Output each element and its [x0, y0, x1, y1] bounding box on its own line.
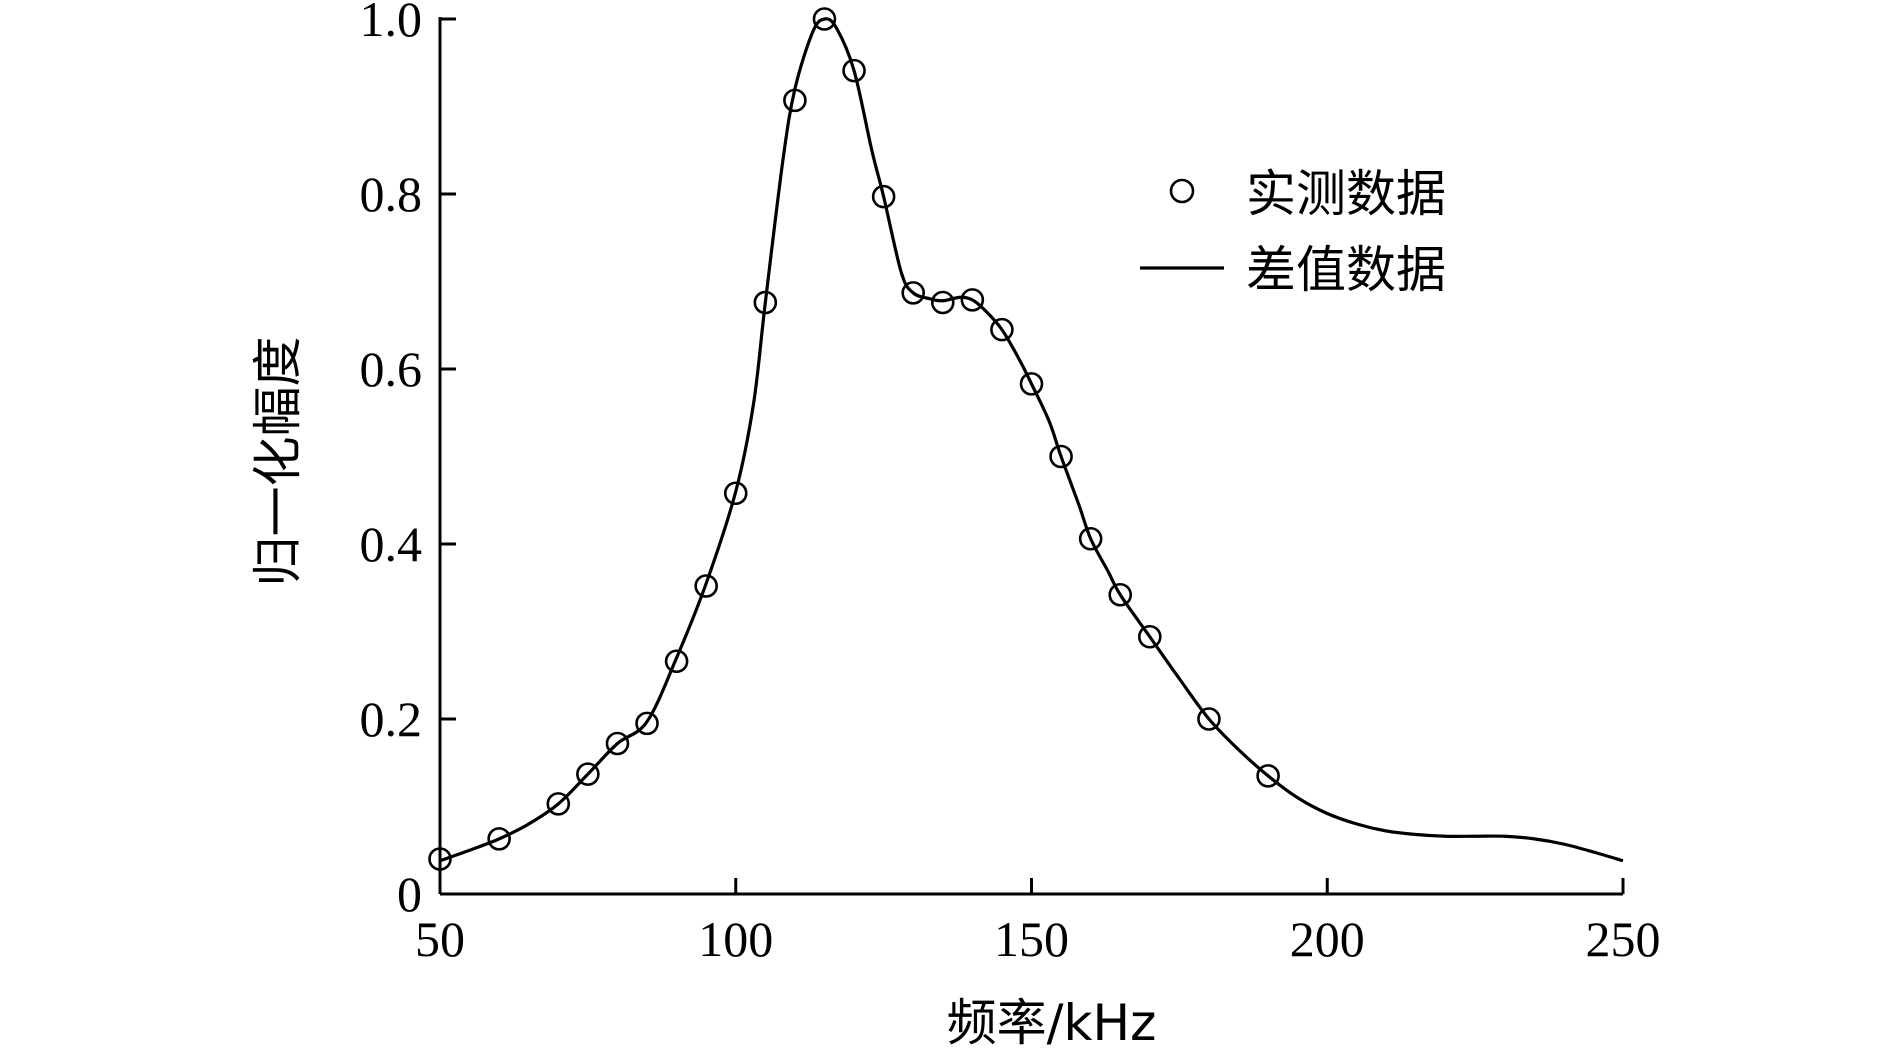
- interpolated-series: [439, 17, 1624, 863]
- data-point: [635, 711, 659, 736]
- data-point: [960, 288, 985, 312]
- data-point: [783, 88, 807, 113]
- x-axis-title: 频率/kHz: [947, 994, 1157, 1052]
- data-point: [871, 184, 896, 209]
- y-tick-label: 0.8: [360, 166, 423, 222]
- data-point: [753, 290, 778, 315]
- data-point: [1256, 764, 1280, 788]
- y-tick-label: 1.0: [360, 0, 423, 47]
- y-tick-label: 0.2: [360, 691, 423, 747]
- y-tick-label: 0: [397, 866, 422, 922]
- data-point: [723, 481, 748, 506]
- data-point: [487, 827, 511, 851]
- data-point: [812, 7, 837, 31]
- interpolated-line: [439, 17, 1624, 863]
- data-point: [664, 649, 689, 674]
- data-point: [428, 847, 452, 871]
- data-point: [1019, 372, 1044, 396]
- data-point: [694, 574, 718, 598]
- data-point: [1078, 526, 1103, 551]
- y-tick-label: 0.4: [360, 516, 423, 572]
- data-point: [546, 792, 571, 816]
- data-point: [842, 58, 866, 83]
- legend-marker-measured: [1169, 178, 1195, 204]
- x-tick-label: 250: [1586, 911, 1661, 967]
- legend-label-measured: 实测数据: [1246, 165, 1446, 223]
- y-axis-title: 归一化幅度: [249, 337, 307, 587]
- x-tick-label: 100: [698, 911, 773, 967]
- chart-axes: 50 100 150 200 250 0 0.2 0.4 0.6 0.8 1.0: [360, 0, 1661, 967]
- x-tick-label: 150: [994, 911, 1069, 967]
- data-point: [990, 317, 1014, 342]
- measured-series: [428, 7, 1280, 871]
- data-point: [576, 762, 600, 786]
- data-point: [1049, 444, 1073, 469]
- data-point: [930, 290, 955, 315]
- data-point: [1197, 707, 1221, 731]
- x-tick-label: 50: [415, 911, 465, 967]
- x-tick-label: 200: [1290, 911, 1365, 967]
- data-point: [1138, 624, 1162, 649]
- data-point: [605, 731, 630, 756]
- y-tick-label: 0.6: [360, 341, 423, 397]
- data-point: [901, 281, 926, 305]
- legend-label-interpolated: 差值数据: [1246, 241, 1446, 299]
- data-point: [1108, 582, 1133, 607]
